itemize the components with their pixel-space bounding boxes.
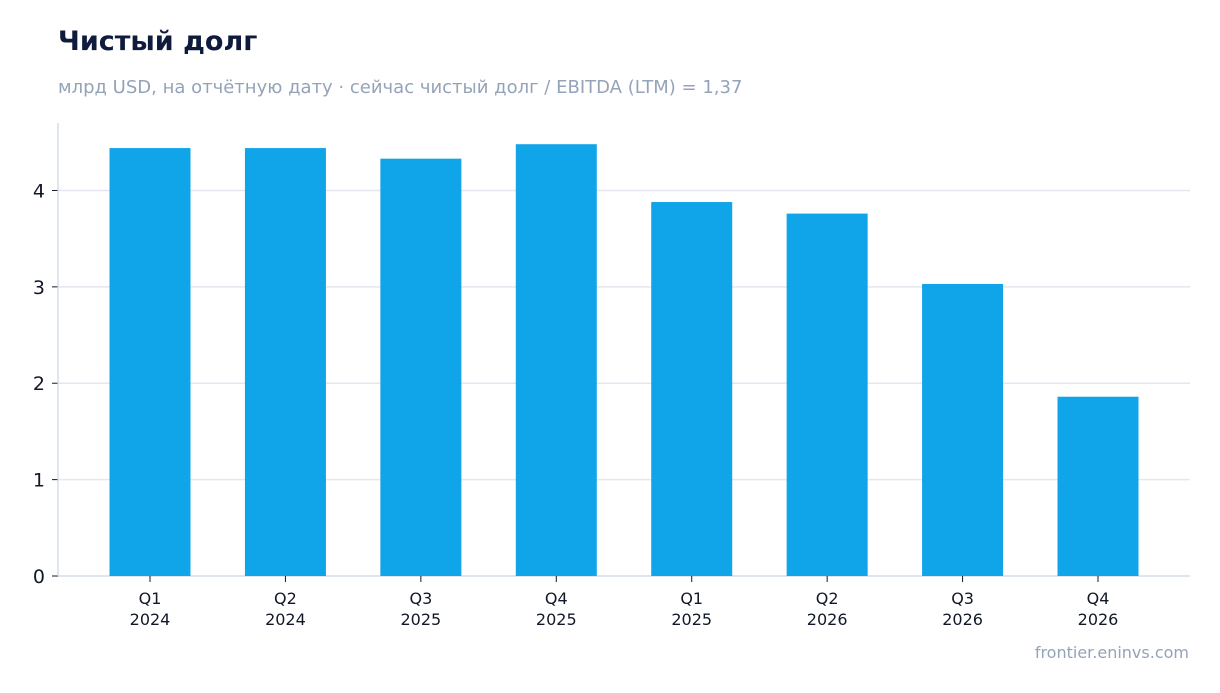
- source-label: frontier.eninvs.com: [1034, 643, 1189, 662]
- xtick-label-year: 2024: [130, 610, 171, 629]
- xtick-label-year: 2026: [807, 610, 848, 629]
- ytick-label: 1: [33, 470, 45, 492]
- xtick-label-year: 2025: [536, 610, 577, 629]
- xtick-label-year: 2025: [671, 610, 712, 629]
- bar: [1057, 396, 1139, 576]
- bar: [109, 148, 191, 576]
- ytick-label: 0: [33, 566, 45, 588]
- bar: [651, 202, 733, 576]
- ytick-label: 4: [33, 180, 45, 202]
- bar: [786, 213, 868, 576]
- xtick-label-quarter: Q1: [139, 589, 162, 608]
- xtick-label-quarter: Q3: [951, 589, 974, 608]
- chart-title: Чистый долг: [58, 26, 258, 57]
- bar: [922, 283, 1004, 576]
- xtick-label-quarter: Q3: [409, 589, 432, 608]
- bar: [515, 144, 597, 576]
- xtick-label-quarter: Q2: [274, 589, 297, 608]
- xtick-label-quarter: Q4: [545, 589, 568, 608]
- chart-subtitle: млрд USD, на отчётную дату · сейчас чист…: [58, 77, 743, 98]
- xtick-label-year: 2026: [1078, 610, 1119, 629]
- xtick-label-quarter: Q1: [680, 589, 703, 608]
- bar: [380, 158, 462, 577]
- xtick-label-year: 2025: [401, 610, 442, 629]
- bar: [244, 148, 326, 576]
- xtick-label-year: 2026: [942, 610, 983, 629]
- ytick-label: 3: [33, 277, 45, 299]
- xtick-label-year: 2024: [265, 610, 306, 629]
- xtick-label-quarter: Q2: [816, 589, 839, 608]
- xtick-label-quarter: Q4: [1087, 589, 1110, 608]
- ytick-label: 2: [33, 373, 45, 395]
